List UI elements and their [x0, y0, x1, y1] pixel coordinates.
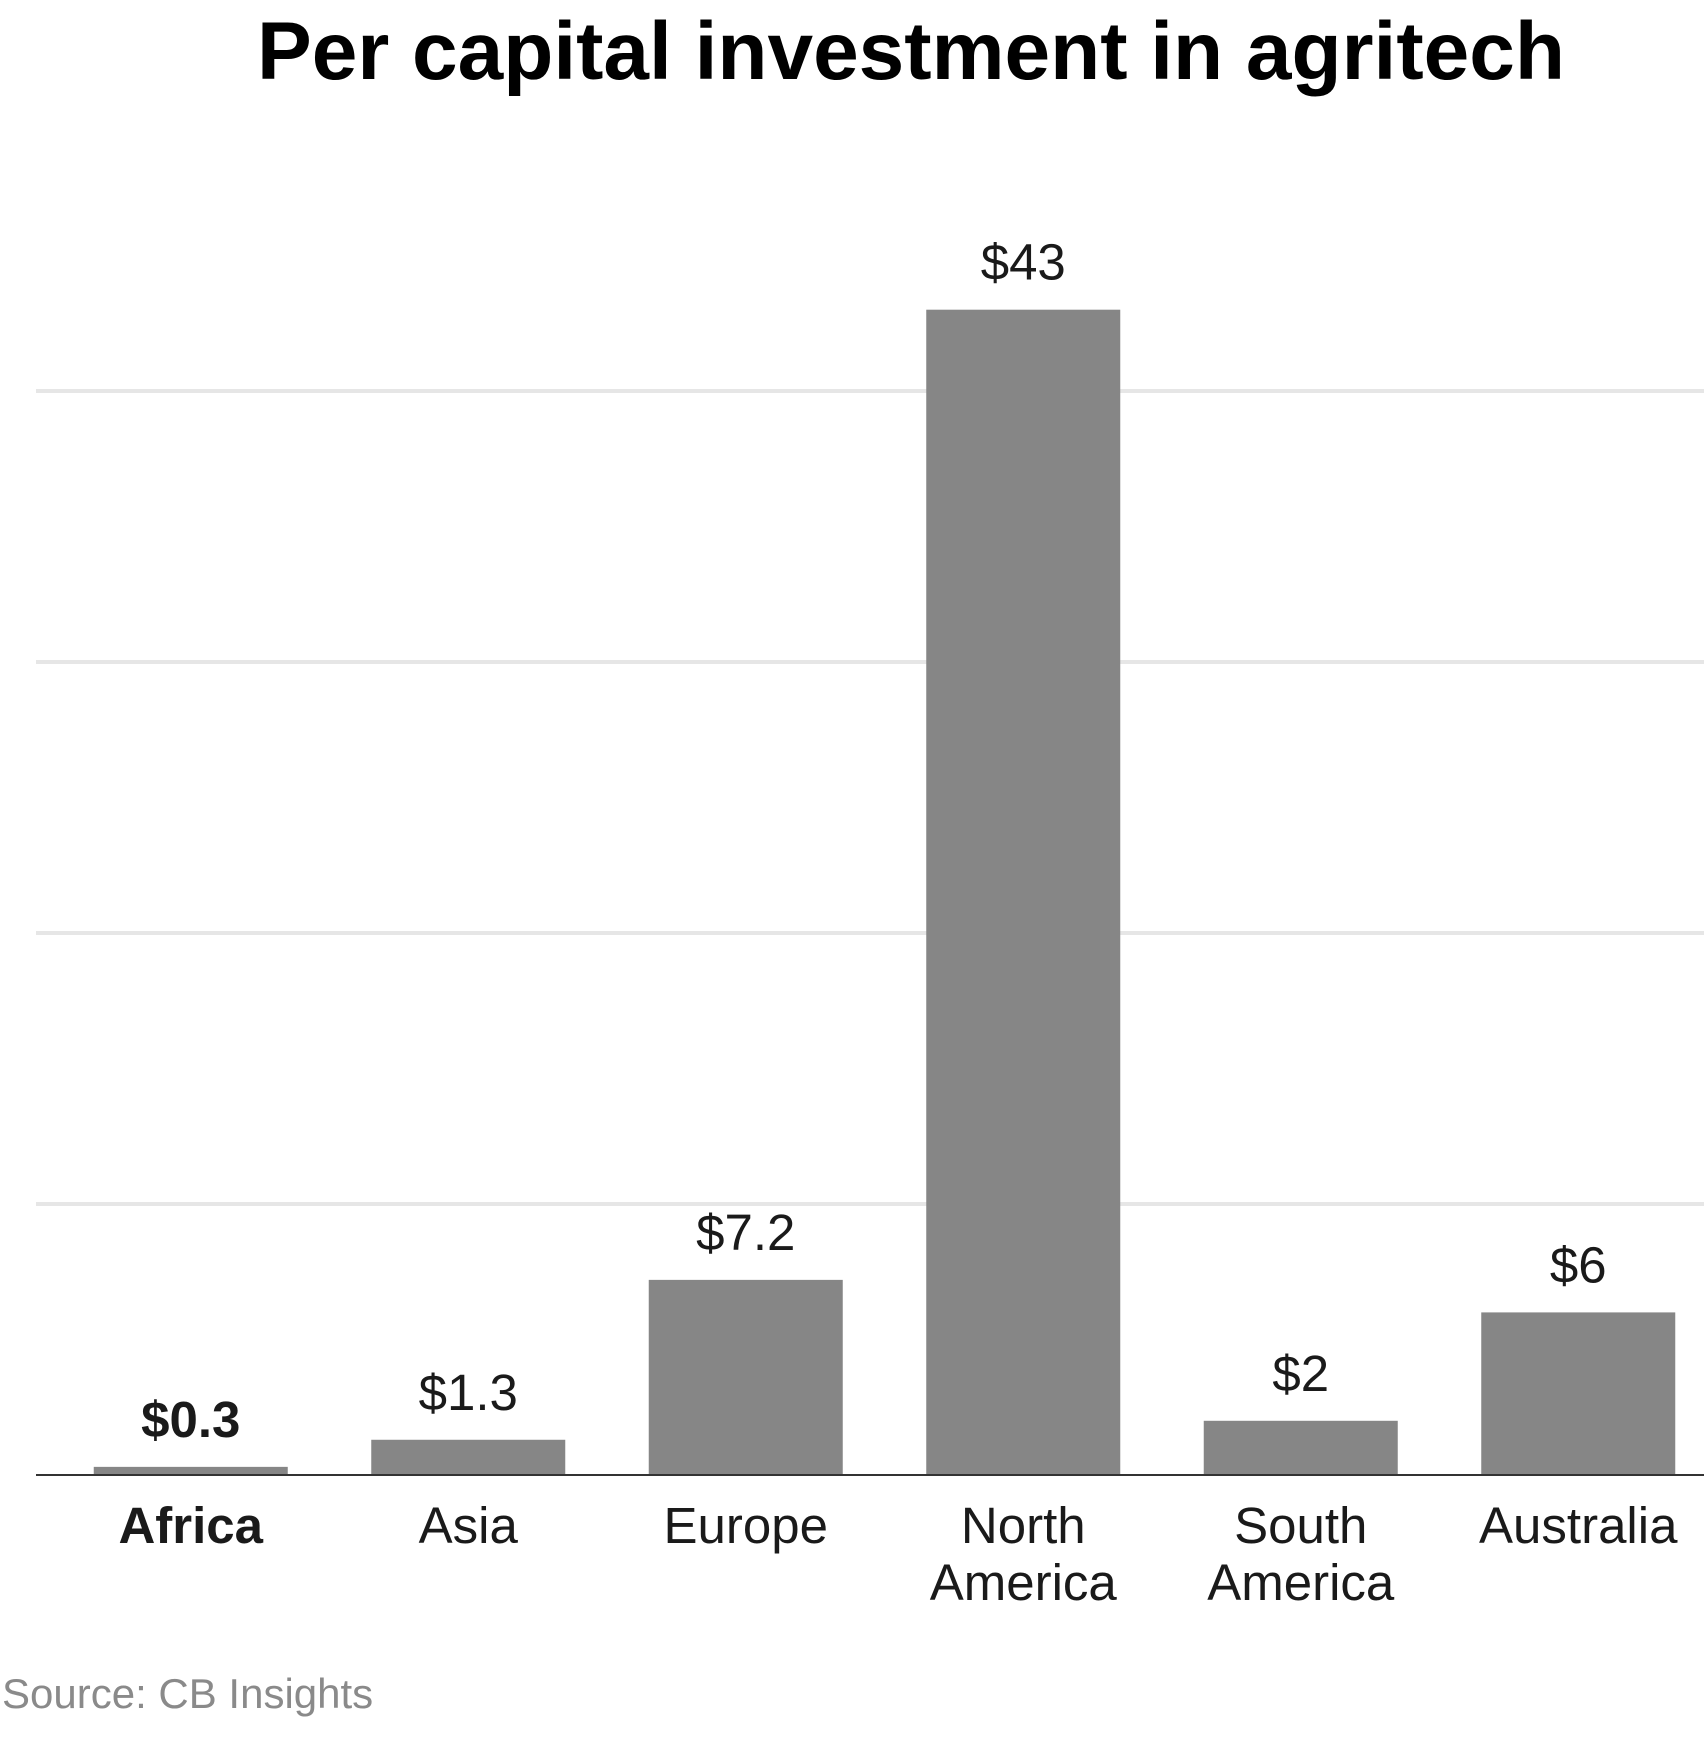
value-label: $6	[1550, 1236, 1607, 1293]
bar	[648, 1279, 843, 1475]
bar	[926, 309, 1121, 1476]
bar	[1481, 1312, 1676, 1475]
value-label: $7.2	[696, 1204, 795, 1261]
category-label: Europe	[664, 1497, 828, 1554]
value-label: $43	[981, 234, 1066, 291]
bar	[1203, 1420, 1398, 1475]
value-label: $2	[1272, 1345, 1329, 1402]
chart-title: Per capital investment in agritech	[257, 6, 1565, 97]
category-labels: Africa Asia Europe North America South America…	[118, 1497, 1678, 1611]
value-labels: $0.3 $1.3 $7.2 $43 $2 $6	[141, 234, 1607, 1448]
category-label: Asia	[419, 1497, 519, 1554]
bars	[93, 309, 1676, 1476]
value-label: $1.3	[419, 1364, 518, 1421]
source-note: Source: CB Insights	[2, 1670, 373, 1717]
category-label: Africa	[118, 1497, 263, 1554]
category-label: North America	[930, 1497, 1118, 1611]
bar	[93, 1466, 288, 1475]
bar	[371, 1439, 566, 1475]
gridlines	[36, 389, 1704, 1206]
value-label: $0.3	[141, 1391, 240, 1448]
category-label: South America	[1207, 1497, 1395, 1611]
category-label: Australia	[1479, 1497, 1678, 1554]
